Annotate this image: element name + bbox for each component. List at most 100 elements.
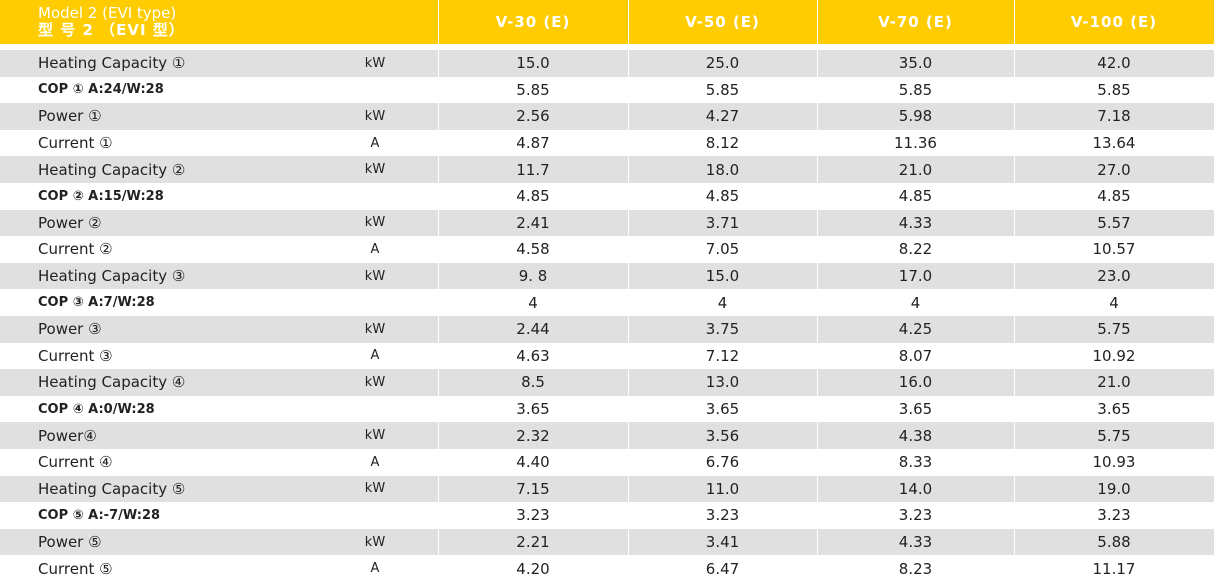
value-cell: 4.20	[516, 559, 550, 578]
model-title-en: Model 2 (EVI type)	[38, 4, 177, 22]
row-unit	[330, 502, 420, 529]
value-cell: 5.85	[1097, 80, 1131, 99]
value-cell: 2.32	[516, 426, 550, 445]
table-row: COP ② A:15/W:28 4.85 4.85 4.85 4.85	[0, 183, 1214, 210]
value-cell: 10.93	[1092, 453, 1136, 472]
value-cell: 35.0	[898, 54, 933, 73]
value-cell: 3.65	[898, 400, 933, 419]
row-label: Power ②	[38, 213, 102, 232]
row-unit: A	[370, 561, 380, 577]
value-cell: 3.65	[516, 400, 550, 419]
table-row: Heating Capacity ④ kW 8.5 13.0 16.0 21.0	[0, 369, 1214, 396]
value-cell: 4.87	[516, 134, 550, 153]
value-cell: 4.58	[516, 240, 550, 259]
value-cell: 15.0	[516, 54, 550, 73]
row-unit: A	[370, 241, 380, 257]
row-label: COP ③ A:7/W:28	[38, 295, 155, 311]
value-cell: 8.23	[898, 559, 933, 578]
row-unit: A	[370, 135, 380, 151]
value-cell: 23.0	[1097, 267, 1131, 286]
column-divider	[1014, 0, 1015, 579]
value-cell: 11.17	[1092, 559, 1136, 578]
value-cell: 13.0	[705, 373, 740, 392]
row-label: Heating Capacity ④	[38, 373, 186, 392]
value-cell: 2.21	[516, 533, 550, 552]
row-label: Heating Capacity ②	[38, 160, 186, 179]
value-cell: 3.65	[705, 400, 740, 419]
value-cell: 4.40	[516, 453, 550, 472]
value-cell: 4.33	[898, 213, 933, 232]
row-label: Heating Capacity ③	[38, 267, 186, 286]
value-cell: 4.85	[516, 187, 550, 206]
value-cell: 3.65	[1097, 400, 1131, 419]
value-cell: 4.85	[1097, 187, 1131, 206]
value-cell: 17.0	[898, 267, 933, 286]
row-label: COP ④ A:0/W:28	[38, 401, 155, 417]
row-label: Current ③	[38, 346, 113, 365]
value-cell: 9. 8	[518, 267, 548, 286]
value-cell: 4	[1109, 293, 1119, 312]
table-row: Power ② kW 2.41 3.71 4.33 5.57	[0, 209, 1214, 237]
row-unit: kW	[364, 215, 386, 231]
model-header-v30: V-30 (E)	[495, 13, 571, 31]
table-row: Current ① A 4.87 8.12 11.36 13.64	[0, 129, 1214, 157]
row-unit: kW	[364, 481, 386, 497]
table-row: Power ① kW 2.56 4.27 5.98 7.18	[0, 103, 1214, 130]
row-label: COP ② A:15/W:28	[38, 188, 164, 204]
row-label: Power ⑤	[38, 533, 102, 552]
value-cell: 2.44	[516, 320, 550, 339]
value-cell: 2.41	[516, 213, 550, 232]
value-cell: 18.0	[705, 160, 740, 179]
value-cell: 10.57	[1092, 240, 1136, 259]
value-cell: 4.27	[705, 107, 740, 126]
row-unit	[330, 396, 420, 423]
table-row: Current ④ A 4.40 6.76 8.33 10.93	[0, 449, 1214, 476]
row-unit	[330, 289, 420, 316]
value-cell: 4.85	[705, 187, 740, 206]
value-cell: 21.0	[1097, 373, 1131, 392]
value-cell: 10.92	[1092, 346, 1136, 365]
value-cell: 5.85	[705, 80, 740, 99]
row-unit: A	[370, 454, 380, 470]
value-cell: 15.0	[705, 267, 740, 286]
row-unit: kW	[364, 108, 386, 124]
column-divider	[628, 0, 629, 579]
table-row: Power ⑤ kW 2.21 3.41 4.33 5.88	[0, 528, 1214, 556]
row-label: Current ①	[38, 134, 113, 153]
value-cell: 4.63	[516, 346, 550, 365]
value-cell: 8.5	[521, 373, 545, 392]
row-label: Power ①	[38, 107, 102, 126]
row-label: Heating Capacity ⑤	[38, 479, 186, 498]
row-unit: kW	[364, 268, 386, 284]
table-row: COP ③ A:7/W:28 4 4 4 4	[0, 289, 1214, 316]
row-unit: kW	[364, 162, 386, 178]
value-cell: 27.0	[1097, 160, 1131, 179]
row-label: Current ②	[38, 240, 113, 259]
table-row: Heating Capacity ② kW 11.7 18.0 21.0 27.0	[0, 156, 1214, 183]
value-cell: 5.88	[1097, 533, 1131, 552]
row-label: COP ⑤ A:-7/W:28	[38, 507, 161, 523]
value-cell: 13.64	[1092, 134, 1136, 153]
table-row: COP ① A:24/W:28 5.85 5.85 5.85 5.85	[0, 76, 1214, 104]
row-label: Current ④	[38, 453, 113, 472]
value-cell: 25.0	[705, 54, 740, 73]
value-cell: 19.0	[1097, 479, 1131, 498]
value-cell: 5.57	[1097, 213, 1131, 232]
value-cell: 4.38	[898, 426, 933, 445]
value-cell: 4.85	[898, 187, 933, 206]
row-unit: kW	[364, 55, 386, 71]
value-cell: 3.23	[1097, 506, 1131, 525]
row-unit: kW	[364, 428, 386, 444]
value-cell: 3.23	[705, 506, 740, 525]
value-cell: 3.56	[705, 426, 740, 445]
table-row: Current ② A 4.58 7.05 8.22 10.57	[0, 236, 1214, 263]
model-header-v100: V-100 (E)	[1070, 13, 1158, 31]
value-cell: 2.56	[516, 107, 550, 126]
value-cell: 4.25	[898, 320, 933, 339]
value-cell: 3.75	[705, 320, 740, 339]
value-cell: 21.0	[898, 160, 933, 179]
value-cell: 3.23	[898, 506, 933, 525]
row-label: Heating Capacity ①	[38, 54, 186, 73]
table-row: Current ③ A 4.63 7.12 8.07 10.92	[0, 342, 1214, 370]
